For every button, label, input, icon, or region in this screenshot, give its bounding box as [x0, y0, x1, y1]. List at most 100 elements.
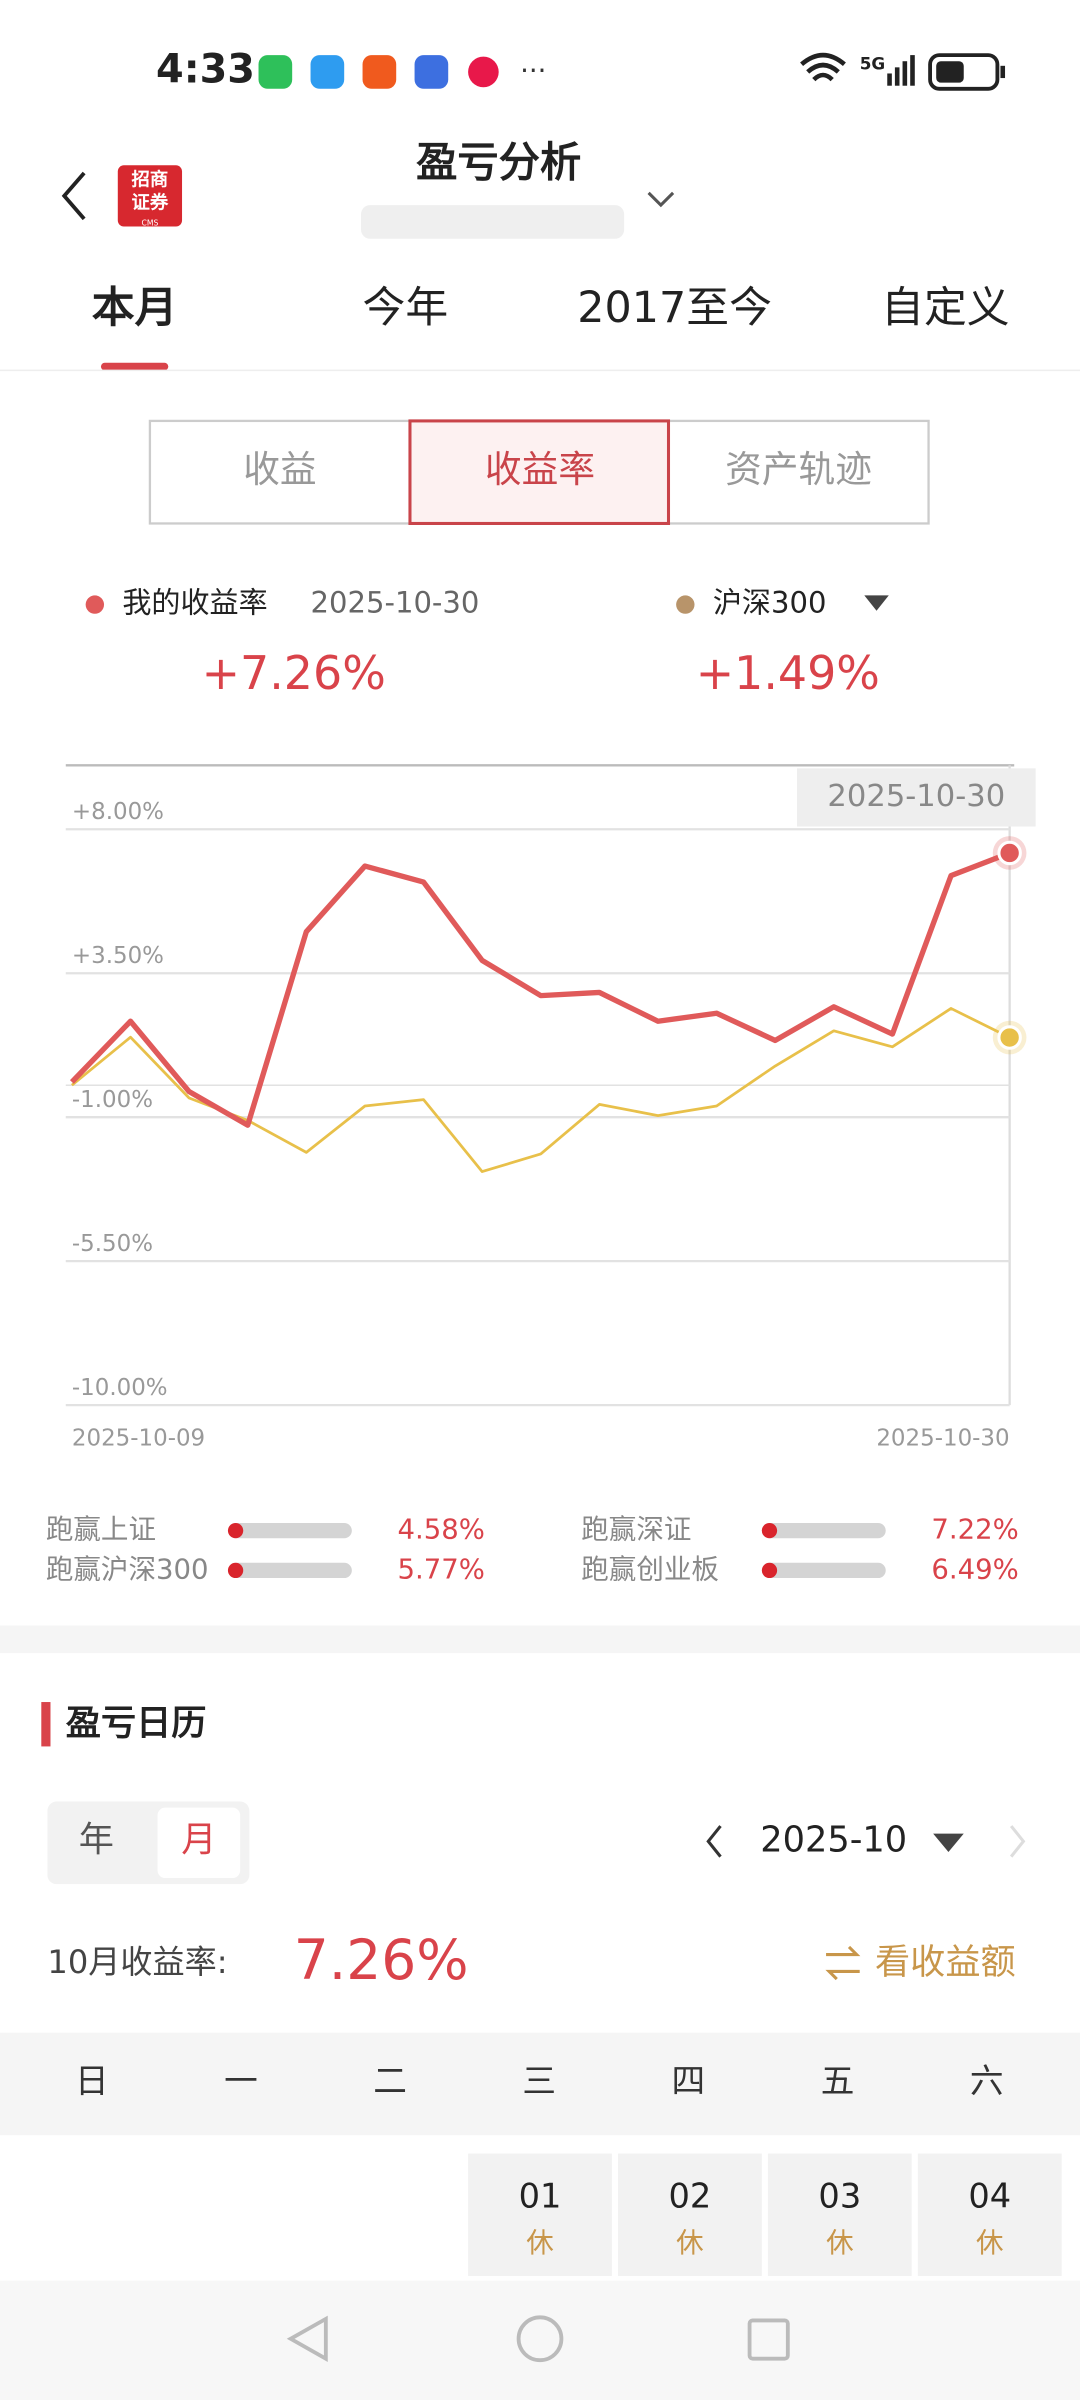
account-dropdown[interactable] [647, 191, 675, 208]
outperform-label: 跑赢创业板 [581, 1553, 719, 1585]
progress-dot [227, 1562, 244, 1579]
outperform-label: 跑赢沪深300 [46, 1553, 209, 1585]
tab[interactable]: 2017至今 [577, 283, 772, 333]
outperform-label: 跑赢上证 [46, 1514, 156, 1546]
section-gap [0, 1625, 1080, 1654]
next-month[interactable] [1009, 1825, 1026, 1858]
day-cell[interactable] [917, 2153, 1062, 2277]
month-dropdown[interactable] [933, 1833, 964, 1853]
tab[interactable]: 今年 [363, 283, 449, 333]
day-number: 01 [519, 2176, 562, 2215]
end-marker [997, 840, 1022, 866]
series-line [69, 850, 1011, 1128]
weekday: 三 [522, 2062, 556, 2101]
day-status: 休 [826, 2227, 854, 2259]
nav-back[interactable] [286, 2315, 328, 2362]
outperform-value: 5.77% [397, 1553, 484, 1585]
section-marker [41, 1702, 51, 1747]
day-cell[interactable] [618, 2153, 762, 2277]
wifi-icon [800, 52, 846, 82]
end-marker [997, 1025, 1022, 1050]
app-icon [310, 55, 345, 89]
nav-recent[interactable] [747, 2318, 790, 2361]
y-tick-label: -10.00% [72, 1375, 168, 1401]
switch-icon[interactable] [825, 1945, 861, 1981]
y-tick-label: -1.00% [72, 1087, 153, 1113]
mode-active [157, 1807, 241, 1879]
x-tick-label: 2025-10-30 [876, 1425, 1009, 1451]
segment[interactable]: 资产轨迹 [725, 448, 872, 491]
mode-year[interactable]: 年 [79, 1819, 114, 1860]
mode-month[interactable]: 月 [181, 1819, 216, 1860]
day-number: 02 [669, 2176, 712, 2215]
page-title: 盈亏分析 [416, 138, 581, 186]
segment-active [408, 419, 671, 525]
outperform-value: 7.22% [931, 1514, 1018, 1546]
tab[interactable]: 本月 [92, 283, 178, 333]
day-cell[interactable] [468, 2153, 612, 2277]
y-tick-label: +3.50% [72, 943, 164, 969]
nav-home[interactable] [516, 2315, 564, 2363]
logo-text: 招商 [132, 169, 169, 191]
nav-bar [0, 2280, 1080, 2400]
app-icon [362, 55, 397, 89]
day-cell[interactable] [767, 2153, 912, 2277]
app-icon [258, 55, 293, 89]
progress-dot [761, 1562, 778, 1579]
weekday: 六 [970, 2062, 1004, 2101]
signal [894, 67, 900, 86]
legend-label[interactable]: 沪深300 [713, 586, 827, 620]
battery-level [936, 61, 964, 83]
y-tick-label: +8.00% [72, 799, 164, 825]
outperform-label: 跑赢深证 [581, 1514, 691, 1546]
my-return: +7.26% [202, 646, 386, 700]
signal [910, 55, 915, 86]
weekday: 四 [672, 2062, 706, 2101]
month: 2025-10 [760, 1819, 907, 1860]
network: 5G [860, 53, 886, 73]
weekday: 日 [75, 2062, 109, 2101]
back-button[interactable] [61, 171, 86, 221]
more-icons: ··· [520, 55, 546, 87]
segment[interactable]: 收益 [243, 448, 316, 491]
tab[interactable]: 自定义 [881, 283, 1009, 333]
outperform-value: 6.49% [931, 1553, 1018, 1585]
tab-indicator [100, 362, 169, 371]
return-label: 10月收益率: [47, 1943, 227, 1981]
progress-track [229, 1522, 352, 1539]
legend-label[interactable]: 我的收益率 [122, 586, 267, 620]
x-tick-label: 2025-10-09 [72, 1425, 205, 1451]
tooltip [796, 768, 1036, 827]
time: 4:33 [156, 46, 255, 92]
tooltip-date: 2025-10-30 [827, 779, 1005, 814]
segment[interactable]: 收益率 [485, 448, 595, 491]
battery-tip [1000, 65, 1006, 79]
benchmark-return: +1.49% [696, 646, 880, 700]
day-status: 休 [976, 2227, 1004, 2259]
series-line [71, 1007, 1011, 1173]
blurred-account [361, 205, 625, 239]
prev-month[interactable] [706, 1825, 722, 1858]
switch-button[interactable]: 看收益额 [875, 1942, 1016, 1983]
weekday: 一 [224, 2062, 258, 2101]
legend-dot [676, 595, 695, 614]
logo-sub: CMS [142, 218, 159, 227]
section-title: 盈亏日历 [66, 1703, 207, 1744]
weekday-row [0, 2032, 1080, 2136]
day-status: 休 [526, 2227, 554, 2259]
legend-date: 2025-10-30 [311, 586, 480, 620]
weekday: 二 [373, 2062, 407, 2101]
battery [928, 53, 1000, 91]
progress-dot [227, 1522, 244, 1539]
signal [887, 73, 892, 86]
signal [902, 61, 908, 86]
weekday: 五 [821, 2062, 855, 2101]
legend-dot [85, 595, 105, 614]
day-number: 03 [818, 2176, 861, 2215]
day-number: 04 [968, 2176, 1011, 2215]
day-status: 休 [676, 2227, 704, 2259]
y-tick-label: -5.50% [72, 1231, 153, 1257]
progress-track [229, 1562, 352, 1579]
benchmark-dropdown[interactable] [864, 595, 889, 611]
